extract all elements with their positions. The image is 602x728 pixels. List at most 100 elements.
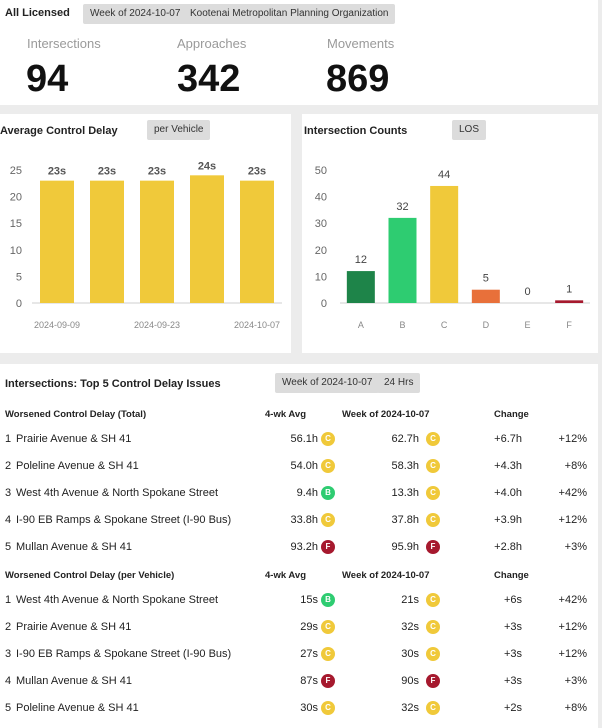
intersection-name: Mullan Avenue & SH 41 bbox=[16, 541, 132, 553]
change-value: +4.0h bbox=[494, 487, 522, 499]
y-tick-label: 10 bbox=[315, 271, 327, 283]
issue-row[interactable]: 5 Poleline Avenue & SH 41 30s C 32s C +2s +8% bbox=[0, 696, 602, 723]
issue-rank: 3 bbox=[5, 487, 12, 499]
delay-bar[interactable] bbox=[40, 180, 74, 303]
issue-rank: 4 bbox=[5, 675, 12, 687]
change-value: +6s bbox=[503, 594, 522, 606]
y-tick-label: 30 bbox=[315, 218, 327, 230]
x-tick-label: C bbox=[441, 320, 448, 330]
issue-row[interactable]: 4 Mullan Avenue & SH 41 87s F 90s F +3s +3% bbox=[0, 669, 602, 696]
los-badge: C bbox=[321, 513, 335, 527]
change-value: +6.7h bbox=[494, 433, 522, 445]
week-value: 32s bbox=[401, 621, 419, 633]
change-value: +3s bbox=[503, 621, 522, 633]
change-percent: +3% bbox=[564, 541, 587, 553]
los-count-bar[interactable] bbox=[430, 185, 459, 303]
issue-row[interactable]: 2 Poleline Avenue & SH 41 54.0h C 58.3h C +4.3… bbox=[0, 454, 602, 481]
four-week-average: 54.0h bbox=[290, 460, 318, 472]
issue-rank: 5 bbox=[5, 702, 12, 714]
week-value: 21s bbox=[401, 594, 419, 606]
x-tick-label: D bbox=[483, 320, 490, 330]
four-week-average: 33.8h bbox=[290, 514, 318, 526]
change-value: +2s bbox=[503, 702, 522, 714]
change-percent: +8% bbox=[564, 460, 587, 472]
los-badge: C bbox=[321, 701, 335, 715]
x-tick-label: 2024-09-09 bbox=[34, 320, 80, 330]
control-delay-issues-panel: Intersections: Top 5 Control Delay Issue… bbox=[0, 364, 598, 728]
los-count-bar[interactable] bbox=[471, 289, 500, 303]
summary-panel: All Licensed Week of 2024-10-07 Kootenai… bbox=[0, 0, 598, 105]
intersections-kpi-value: 94 bbox=[26, 58, 69, 100]
movements-kpi-value: 869 bbox=[326, 58, 390, 100]
delay-bar[interactable] bbox=[190, 175, 224, 303]
issue-rank: 1 bbox=[5, 594, 12, 606]
issue-rank: 2 bbox=[5, 460, 12, 472]
section-heading: Worsened Control Delay (per Vehicle) bbox=[5, 570, 175, 581]
four-week-average: 9.4h bbox=[296, 487, 318, 499]
intersection-name: I-90 EB Ramps & Spokane Street (I-90 Bus… bbox=[16, 648, 232, 660]
intersection-name: Poleline Avenue & SH 41 bbox=[16, 702, 139, 714]
los-count-bar[interactable] bbox=[555, 300, 584, 303]
column-header-change: Change bbox=[494, 570, 529, 581]
los-chip[interactable]: LOS bbox=[452, 120, 487, 140]
bar-value-label: 23s bbox=[48, 166, 66, 178]
los-badge: F bbox=[426, 674, 440, 688]
issue-row[interactable]: 1 Prairie Avenue & SH 41 56.1h C 62.7h C +6.7h… bbox=[0, 427, 602, 454]
los-badge: C bbox=[426, 593, 440, 607]
los-count-bar[interactable] bbox=[346, 271, 375, 303]
counts-chart-title: Intersection Counts bbox=[304, 125, 408, 137]
issues-hours-chip[interactable]: 24 Hrs bbox=[377, 373, 421, 393]
change-value: +2.8h bbox=[494, 541, 522, 553]
change-percent: +12% bbox=[558, 433, 587, 445]
y-tick-label: 20 bbox=[315, 245, 327, 257]
los-badge: C bbox=[321, 432, 335, 446]
average-control-delay-panel: Average Control Delay per Vehicle 0 5 10 15… bbox=[0, 114, 291, 353]
delay-bar[interactable] bbox=[140, 180, 174, 303]
per-vehicle-chip[interactable]: per Vehicle bbox=[147, 120, 211, 140]
issues-week-chip[interactable]: Week of 2024-10-07 bbox=[275, 373, 380, 393]
week-value: 37.8h bbox=[391, 514, 419, 526]
issue-rank: 1 bbox=[5, 433, 12, 445]
issue-row[interactable]: 4 I-90 EB Ramps & Spokane Street (I-90 Bu… bbox=[0, 508, 602, 535]
change-percent: +42% bbox=[558, 487, 587, 499]
issue-row[interactable]: 3 West 4th Avenue & North Spokane Street 9… bbox=[0, 481, 602, 508]
change-percent: +12% bbox=[558, 648, 587, 660]
delay-bar[interactable] bbox=[90, 180, 124, 303]
los-badge: C bbox=[426, 647, 440, 661]
intersection-name: Poleline Avenue & SH 41 bbox=[16, 460, 139, 472]
intersection-name: I-90 EB Ramps & Spokane Street (I-90 Bus… bbox=[16, 514, 232, 526]
intersection-name: Prairie Avenue & SH 41 bbox=[16, 621, 132, 633]
los-badge: B bbox=[321, 486, 335, 500]
bar-value-label: 44 bbox=[438, 169, 450, 181]
change-value: +3s bbox=[503, 648, 522, 660]
issue-row[interactable]: 5 Mullan Avenue & SH 41 93.2h F 95.9h F +2.8h +… bbox=[0, 535, 602, 562]
bar-value-label: 12 bbox=[355, 254, 367, 266]
los-badge: C bbox=[426, 432, 440, 446]
week-filter-chip[interactable]: Week of 2024-10-07 bbox=[83, 4, 188, 24]
los-badge: C bbox=[321, 620, 335, 634]
bar-value-label: 23s bbox=[98, 166, 116, 178]
delay-bar[interactable] bbox=[240, 180, 274, 303]
section-heading: Worsened Control Delay (Total) bbox=[5, 409, 147, 420]
four-week-average: 87s bbox=[300, 675, 318, 687]
bar-value-label: 23s bbox=[248, 166, 266, 178]
intersection-name: West 4th Avenue & North Spokane Street bbox=[16, 594, 218, 606]
change-percent: +3% bbox=[564, 675, 587, 687]
organization-filter-chip[interactable]: Kootenai Metropolitan Planning Organizat… bbox=[183, 4, 396, 24]
bar-value-label: 23s bbox=[148, 166, 166, 178]
column-header-week: Week of 2024-10-07 bbox=[342, 570, 430, 581]
movements-kpi-label: Movements bbox=[327, 36, 395, 51]
los-badge: C bbox=[426, 620, 440, 634]
y-tick-label: 15 bbox=[10, 218, 22, 230]
week-value: 62.7h bbox=[391, 433, 419, 445]
bar-value-label: 32 bbox=[396, 201, 408, 213]
approaches-kpi-value: 342 bbox=[177, 58, 241, 100]
intersection-counts-panel: Intersection Counts LOS 0 10 20 30 40 50 12 A 32… bbox=[302, 114, 598, 353]
issue-row[interactable]: 2 Prairie Avenue & SH 41 29s C 32s C +3s +12% bbox=[0, 615, 602, 642]
issue-row[interactable]: 1 West 4th Avenue & North Spokane Street 1… bbox=[0, 588, 602, 615]
column-header-change: Change bbox=[494, 409, 529, 420]
x-tick-label: A bbox=[358, 320, 364, 330]
intersection-name: Prairie Avenue & SH 41 bbox=[16, 433, 132, 445]
los-count-bar[interactable] bbox=[388, 217, 417, 303]
issue-row[interactable]: 3 I-90 EB Ramps & Spokane Street (I-90 Bu… bbox=[0, 642, 602, 669]
